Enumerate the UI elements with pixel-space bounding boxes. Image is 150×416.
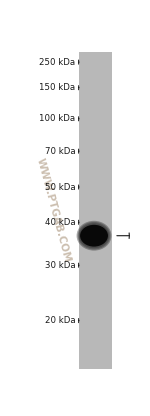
Ellipse shape — [80, 225, 108, 247]
Text: 250 kDa: 250 kDa — [39, 57, 75, 67]
Text: WWW.PTGAB.COM: WWW.PTGAB.COM — [35, 157, 72, 263]
Bar — [79, 52, 112, 369]
Ellipse shape — [78, 222, 110, 250]
Text: 70 kDa: 70 kDa — [45, 147, 75, 156]
Text: 20 kDa: 20 kDa — [45, 316, 75, 325]
Text: 50 kDa: 50 kDa — [45, 183, 75, 191]
Ellipse shape — [77, 221, 111, 250]
Ellipse shape — [79, 223, 109, 248]
Text: 30 kDa: 30 kDa — [45, 261, 75, 270]
Text: 40 kDa: 40 kDa — [45, 218, 75, 227]
Text: 150 kDa: 150 kDa — [39, 83, 75, 92]
Text: 100 kDa: 100 kDa — [39, 114, 75, 123]
